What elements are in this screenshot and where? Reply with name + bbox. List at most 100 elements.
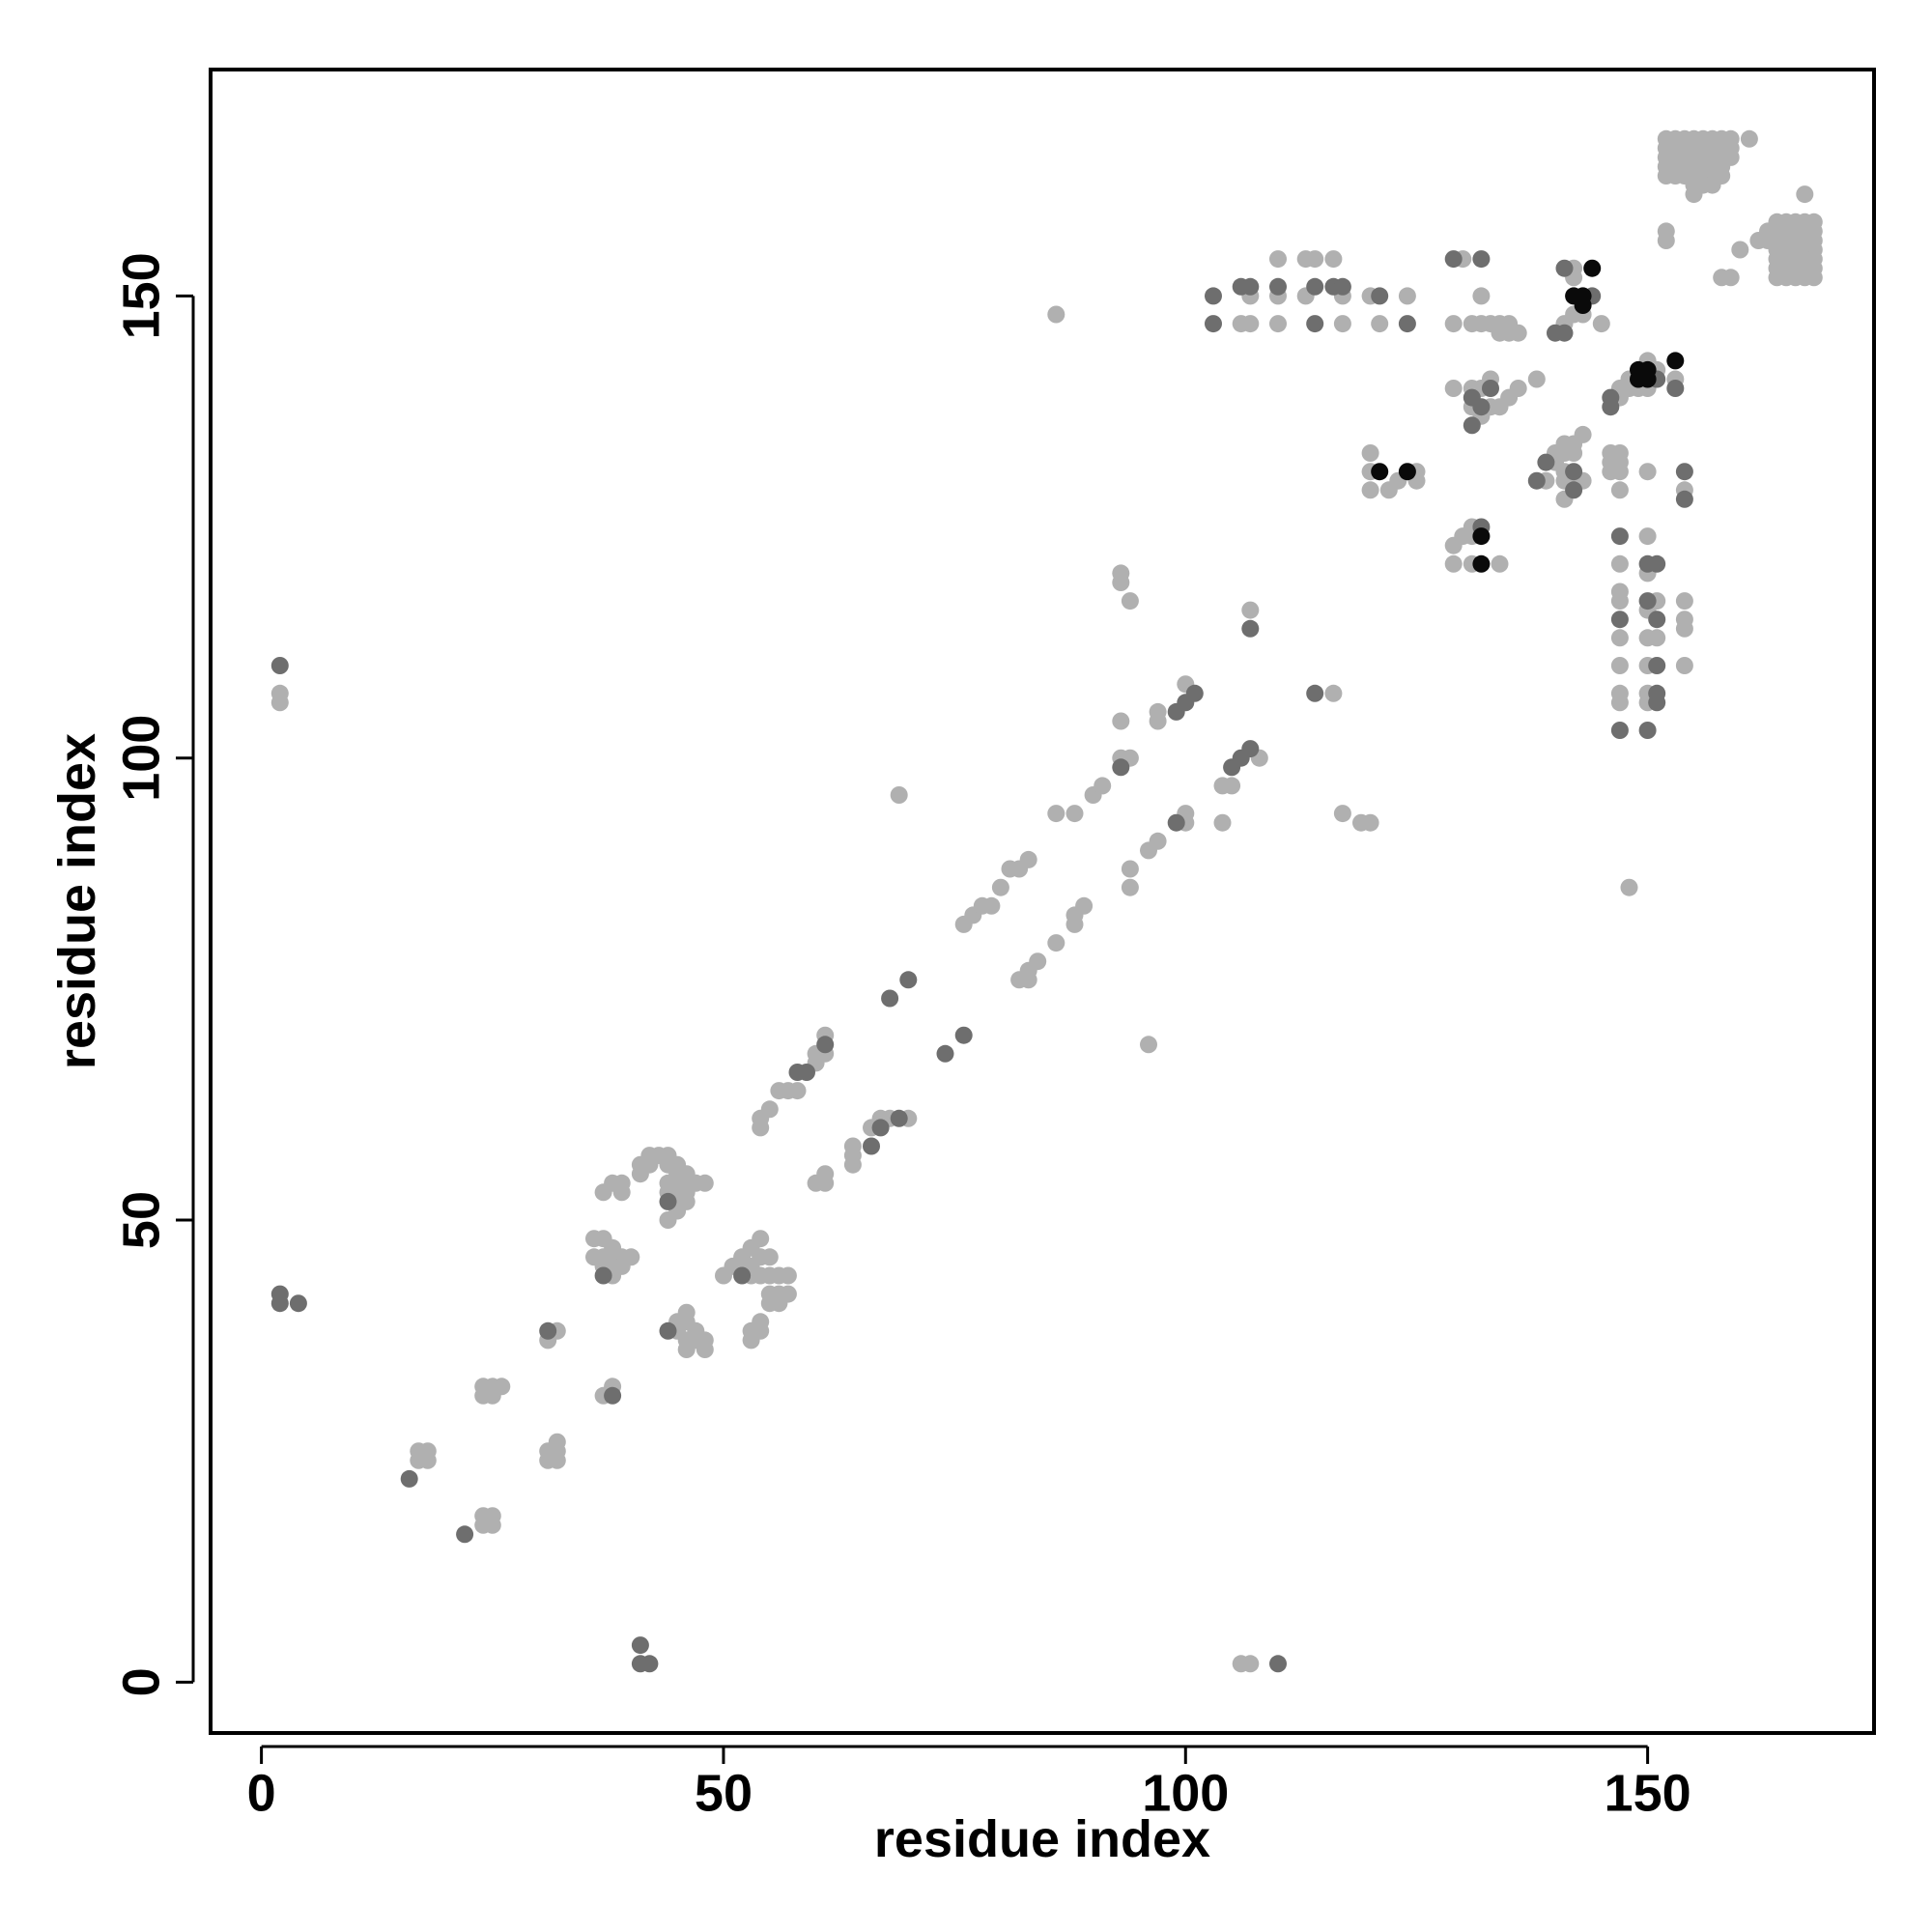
data-point [1648,657,1666,674]
data-point [548,1451,566,1469]
data-point [418,1451,437,1469]
data-point [1472,527,1491,546]
data-point [1620,878,1638,896]
data-point [1333,805,1351,823]
data-point [1047,805,1065,823]
data-point [456,1525,474,1544]
data-point [1241,601,1260,619]
data-point [1638,722,1657,739]
data-point [1804,269,1823,287]
data-point [1306,684,1324,702]
data-point [1371,287,1389,305]
data-point [1065,805,1084,823]
data-point [1675,657,1693,674]
data-point [779,1266,797,1285]
data-point [1112,712,1130,730]
data-point [1610,611,1629,629]
data-point [659,1192,677,1210]
x-tick-label: 150 [1605,1764,1691,1822]
data-point [1527,471,1546,490]
data-point [760,1100,779,1119]
data-point [982,896,1001,915]
data-point [1112,758,1130,777]
y-axis-title: residue index [48,733,106,1069]
data-point [1333,277,1351,296]
plot-frame [209,68,1876,1735]
data-point [770,1285,788,1303]
data-point [1269,277,1287,296]
data-point [1638,463,1657,481]
data-point [1019,850,1037,868]
data-point [1574,297,1592,314]
data-point [1241,1655,1260,1673]
data-point [1555,259,1574,277]
data-point [881,989,899,1008]
data-point [1241,277,1260,296]
data-point [733,1266,752,1285]
data-point [742,1331,760,1350]
data-point [1648,554,1666,573]
data-point [1149,832,1167,850]
data-point [1029,952,1047,971]
data-point [1555,324,1574,342]
data-point [1324,250,1343,269]
data-point [1371,315,1389,333]
data-point [1094,777,1112,795]
data-point [1610,629,1629,647]
data-point [1500,315,1519,333]
data-point [1167,813,1185,832]
data-point [1398,287,1416,305]
data-point [1666,352,1685,370]
data-point [1482,380,1499,397]
data-point [483,1516,501,1534]
data-point [843,1137,862,1155]
data-point [1537,453,1555,471]
data-point [1444,315,1463,333]
data-point [1583,259,1602,277]
data-point [1121,860,1139,878]
data-point [1602,398,1620,416]
data-point [1472,398,1491,416]
data-point [1675,490,1693,508]
data-point [1610,481,1629,499]
data-point [548,1433,566,1451]
data-point [1638,370,1657,388]
data-point [1352,813,1370,832]
x-tick-label: 0 [247,1764,276,1822]
data-point [1610,554,1629,573]
data-point [1112,574,1130,591]
data-point [1491,554,1509,573]
data-point [1509,380,1527,397]
data-point [1610,592,1629,611]
data-point [400,1469,418,1488]
data-point [1444,380,1463,397]
data-point [1648,629,1666,647]
data-point [843,1155,862,1174]
data-point [1675,463,1693,481]
data-point [1444,554,1463,573]
x-tick-label: 100 [1142,1764,1229,1822]
data-point [1306,250,1324,269]
data-point [1333,315,1351,333]
data-point [604,1386,622,1405]
y-tick-label: 100 [112,715,170,802]
data-point [1472,250,1491,269]
data-point [991,878,1009,896]
data-point [1205,287,1222,305]
data-point [1565,463,1583,481]
data-point [752,1230,770,1248]
data-point [1361,481,1379,499]
data-point [899,971,918,989]
data-point [1721,269,1740,287]
data-point [1269,250,1287,269]
data-point [1121,592,1139,611]
data-point [1269,1655,1287,1673]
data-point [1075,896,1094,915]
data-point [270,694,289,712]
data-point [631,1636,649,1655]
data-point [871,1119,890,1137]
data-point [1185,684,1204,702]
data-point [1610,694,1629,712]
data-point [1306,315,1324,333]
data-point [1592,315,1610,333]
